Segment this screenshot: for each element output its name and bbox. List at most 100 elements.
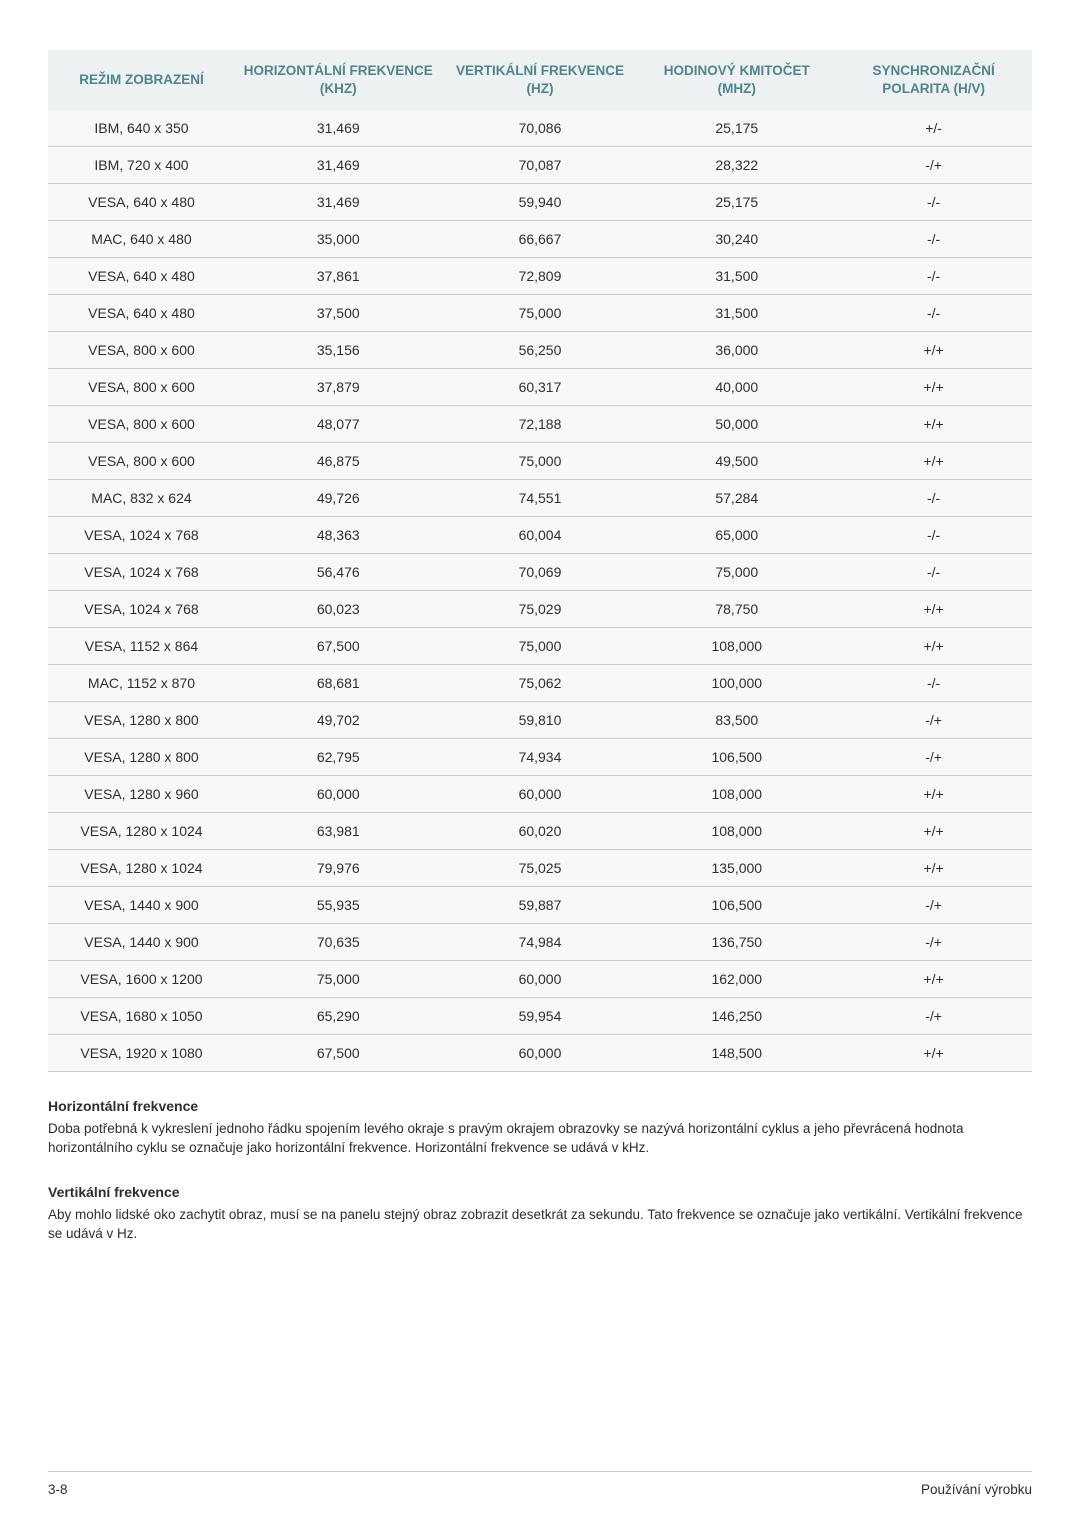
table-row: VESA, 1280 x 80049,70259,81083,500-/+ (48, 702, 1032, 739)
table-row: VESA, 640 x 48037,86172,80931,500-/- (48, 258, 1032, 295)
table-cell: 75,000 (442, 443, 639, 480)
table-cell: 108,000 (638, 628, 835, 665)
table-cell: 31,469 (235, 184, 442, 221)
col-header: REŽIM ZOBRAZENÍ (48, 50, 235, 110)
table-cell: VESA, 1024 x 768 (48, 554, 235, 591)
table-cell: VESA, 640 x 480 (48, 184, 235, 221)
table-cell: -/- (835, 517, 1032, 554)
table-cell: VESA, 1024 x 768 (48, 591, 235, 628)
table-cell: 65,000 (638, 517, 835, 554)
table-row: VESA, 800 x 60037,87960,31740,000+/+ (48, 369, 1032, 406)
table-row: VESA, 640 x 48031,46959,94025,175-/- (48, 184, 1032, 221)
table-cell: 74,551 (442, 480, 639, 517)
table-cell: 70,086 (442, 110, 639, 147)
table-cell: 60,023 (235, 591, 442, 628)
table-cell: 106,500 (638, 887, 835, 924)
table-cell: +/+ (835, 443, 1032, 480)
table-row: VESA, 1024 x 76860,02375,02978,750+/+ (48, 591, 1032, 628)
table-cell: 57,284 (638, 480, 835, 517)
table-row: VESA, 640 x 48037,50075,00031,500-/- (48, 295, 1032, 332)
table-cell: MAC, 640 x 480 (48, 221, 235, 258)
table-cell: 31,500 (638, 295, 835, 332)
table-cell: 30,240 (638, 221, 835, 258)
table-row: VESA, 1280 x 102479,97675,025135,000+/+ (48, 850, 1032, 887)
section-body: Aby mohlo lidské oko zachytit obraz, mus… (48, 1206, 1032, 1244)
table-cell: 25,175 (638, 184, 835, 221)
table-cell: 60,000 (442, 1035, 639, 1072)
table-cell: -/+ (835, 702, 1032, 739)
table-cell: 72,809 (442, 258, 639, 295)
table-row: VESA, 1440 x 90070,63574,984136,750-/+ (48, 924, 1032, 961)
table-cell: 72,188 (442, 406, 639, 443)
table-row: VESA, 800 x 60035,15656,25036,000+/+ (48, 332, 1032, 369)
table-cell: MAC, 1152 x 870 (48, 665, 235, 702)
col-header: VERTIKÁLNÍ FREKVENCE (HZ) (442, 50, 639, 110)
table-cell: 135,000 (638, 850, 835, 887)
table-cell: 148,500 (638, 1035, 835, 1072)
table-cell: 63,981 (235, 813, 442, 850)
table-cell: 79,976 (235, 850, 442, 887)
table-row: VESA, 1280 x 96060,00060,000108,000+/+ (48, 776, 1032, 813)
table-cell: VESA, 640 x 480 (48, 258, 235, 295)
table-cell: 59,810 (442, 702, 639, 739)
table-row: VESA, 1280 x 80062,79574,934106,500-/+ (48, 739, 1032, 776)
table-row: IBM, 720 x 40031,46970,08728,322-/+ (48, 147, 1032, 184)
table-row: VESA, 1280 x 102463,98160,020108,000+/+ (48, 813, 1032, 850)
table-cell: 37,861 (235, 258, 442, 295)
table-cell: VESA, 800 x 600 (48, 332, 235, 369)
table-cell: 75,000 (638, 554, 835, 591)
table-row: VESA, 1024 x 76848,36360,00465,000-/- (48, 517, 1032, 554)
table-row: VESA, 800 x 60046,87575,00049,500+/+ (48, 443, 1032, 480)
table-cell: +/+ (835, 776, 1032, 813)
table-row: VESA, 1440 x 90055,93559,887106,500-/+ (48, 887, 1032, 924)
table-cell: 74,934 (442, 739, 639, 776)
table-cell: 35,156 (235, 332, 442, 369)
table-row: VESA, 1920 x 108067,50060,000148,500+/+ (48, 1035, 1032, 1072)
table-cell: -/+ (835, 147, 1032, 184)
table-cell: 46,875 (235, 443, 442, 480)
table-row: VESA, 1024 x 76856,47670,06975,000-/- (48, 554, 1032, 591)
table-cell: VESA, 1280 x 1024 (48, 850, 235, 887)
table-cell: -/- (835, 665, 1032, 702)
table-cell: VESA, 1280 x 960 (48, 776, 235, 813)
table-cell: -/- (835, 184, 1032, 221)
table-cell: -/+ (835, 887, 1032, 924)
table-row: VESA, 1152 x 86467,50075,000108,000+/+ (48, 628, 1032, 665)
table-cell: 68,681 (235, 665, 442, 702)
table-cell: 59,954 (442, 998, 639, 1035)
table-cell: VESA, 1280 x 800 (48, 739, 235, 776)
table-cell: 60,004 (442, 517, 639, 554)
table-cell: 59,940 (442, 184, 639, 221)
col-header: SYNCHRONIZAČNÍ POLARITA (H/V) (835, 50, 1032, 110)
table-cell: 40,000 (638, 369, 835, 406)
table-cell: IBM, 640 x 350 (48, 110, 235, 147)
table-cell: 50,000 (638, 406, 835, 443)
table-cell: 60,317 (442, 369, 639, 406)
col-header: HORIZONTÁLNÍ FREKVENCE (KHZ) (235, 50, 442, 110)
table-cell: +/+ (835, 332, 1032, 369)
table-cell: 100,000 (638, 665, 835, 702)
table-header-row: REŽIM ZOBRAZENÍ HORIZONTÁLNÍ FREKVENCE (… (48, 50, 1032, 110)
table-cell: -/- (835, 480, 1032, 517)
table-cell: 74,984 (442, 924, 639, 961)
table-cell: +/+ (835, 369, 1032, 406)
table-cell: 136,750 (638, 924, 835, 961)
table-cell: 83,500 (638, 702, 835, 739)
table-row: MAC, 640 x 48035,00066,66730,240-/- (48, 221, 1032, 258)
table-cell: VESA, 800 x 600 (48, 369, 235, 406)
footer-title: Používání výrobku (921, 1482, 1032, 1497)
table-cell: 70,635 (235, 924, 442, 961)
table-row: MAC, 1152 x 87068,68175,062100,000-/- (48, 665, 1032, 702)
table-cell: 75,000 (235, 961, 442, 998)
table-cell: MAC, 832 x 624 (48, 480, 235, 517)
table-cell: 66,667 (442, 221, 639, 258)
table-cell: VESA, 1280 x 800 (48, 702, 235, 739)
table-cell: VESA, 1440 x 900 (48, 924, 235, 961)
table-cell: 37,500 (235, 295, 442, 332)
table-row: VESA, 1680 x 105065,29059,954146,250-/+ (48, 998, 1032, 1035)
table-row: VESA, 800 x 60048,07772,18850,000+/+ (48, 406, 1032, 443)
table-cell: -/- (835, 221, 1032, 258)
table-cell: 60,000 (442, 776, 639, 813)
table-cell: 108,000 (638, 776, 835, 813)
table-cell: 36,000 (638, 332, 835, 369)
